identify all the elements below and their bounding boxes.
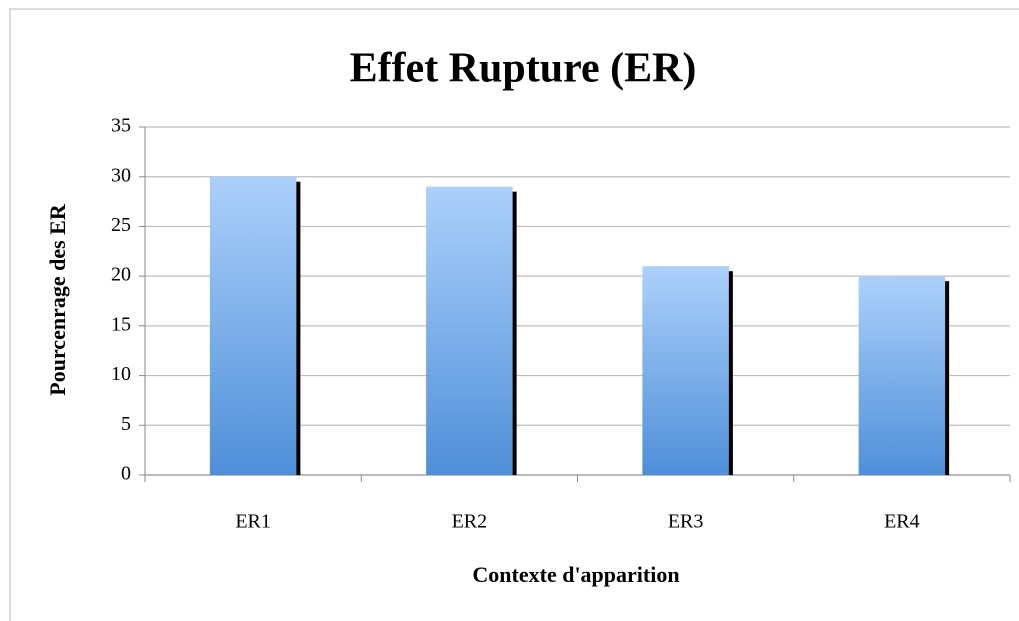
bar-shadow <box>295 181 301 475</box>
bar-shadow <box>727 271 733 475</box>
bar <box>642 266 729 475</box>
bar <box>426 186 513 475</box>
x-axis-label: Contexte d'apparition <box>472 562 679 587</box>
y-tick-label: 20 <box>111 264 131 286</box>
x-tick-label: ER1 <box>235 511 271 533</box>
y-tick-label: 5 <box>121 413 131 435</box>
y-tick-label: 25 <box>111 214 131 236</box>
x-tick-label: ER4 <box>884 511 920 533</box>
y-tick-label: 30 <box>111 164 131 186</box>
bar <box>209 176 297 475</box>
y-tick-label: 35 <box>111 115 131 137</box>
y-tick-label: 15 <box>111 313 131 335</box>
y-axis-label: Pourcenrage des ER <box>45 203 70 396</box>
bar-shadow <box>511 191 517 475</box>
y-tick-label: 0 <box>121 463 131 485</box>
y-tick-label: 10 <box>111 363 131 385</box>
x-tick-label: ER3 <box>668 511 704 533</box>
chart-title: Effet Rupture (ER) <box>350 46 697 92</box>
bar-shadow <box>944 281 950 475</box>
x-tick-label: ER2 <box>452 511 488 533</box>
chart-frame <box>9 8 1019 621</box>
bar <box>858 276 946 475</box>
